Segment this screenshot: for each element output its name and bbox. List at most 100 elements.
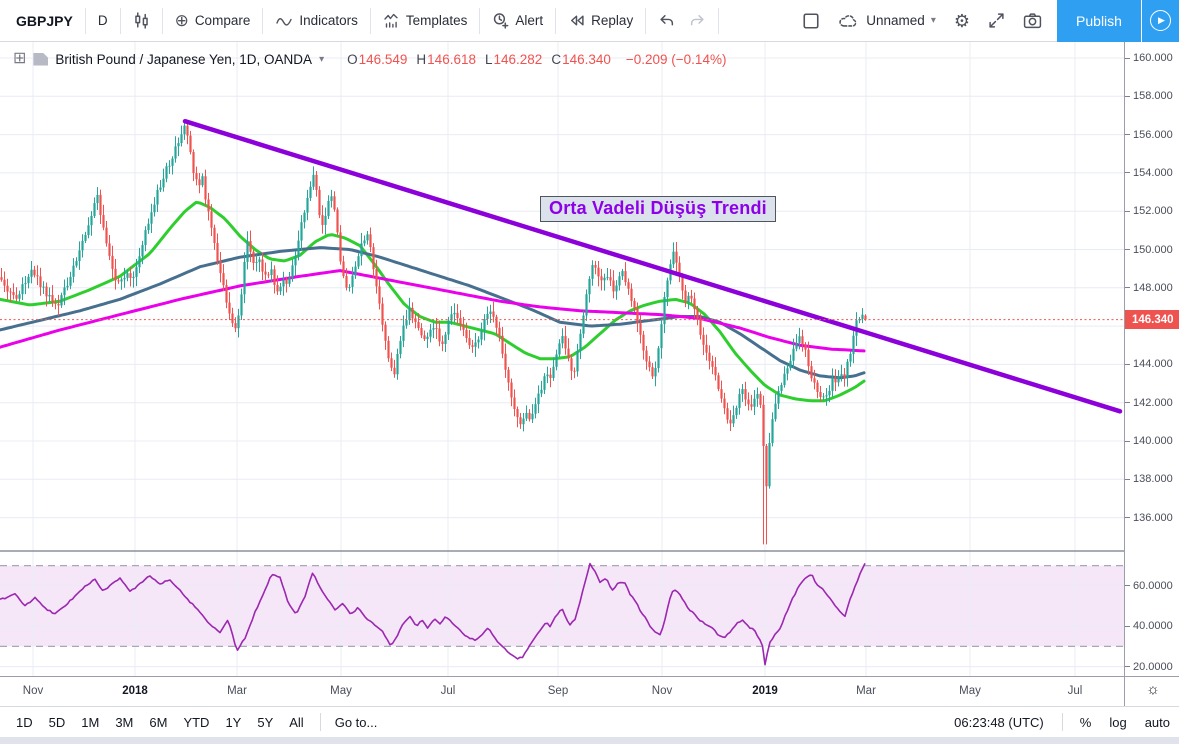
candle-body (861, 314, 864, 320)
candle-body (24, 283, 27, 285)
redo-button[interactable] (687, 0, 718, 42)
replay-button[interactable]: Replay (556, 0, 645, 42)
time-axis-label: May (959, 685, 981, 697)
price-axis[interactable]: 146.340 160.000 158.000 156.000 154.000 152.… (1124, 42, 1179, 676)
candle-body (183, 125, 186, 135)
candle-body (546, 374, 549, 377)
theme-sun-icon[interactable]: ☼ (1146, 681, 1160, 698)
toolbar-divider (369, 7, 371, 34)
candle-body (102, 215, 105, 228)
goto-button[interactable]: Go to... (334, 714, 378, 730)
compare-button[interactable]: ⊕ Compare (163, 0, 263, 42)
candle-body (3, 279, 6, 286)
undo-button[interactable] (646, 0, 687, 42)
candle-body (420, 328, 423, 336)
ohlc-value: 146.549 (358, 51, 408, 67)
candle-body (252, 251, 255, 263)
candle-body (330, 196, 333, 201)
price-axis-label: 144.000 (1133, 358, 1173, 371)
settings-button[interactable]: ⚙ (945, 0, 979, 42)
candle-body (774, 403, 777, 420)
range-button-all[interactable]: All (289, 714, 304, 730)
ohlc-value: 146.618 (427, 51, 476, 67)
candle-body (588, 278, 591, 295)
trendline[interactable] (182, 118, 1123, 414)
trend-annotation-label[interactable]: Orta Vadeli Düşüş Trendi (540, 196, 776, 222)
compare-plus-icon: ⊕ (174, 11, 189, 30)
candle-body (195, 173, 198, 180)
candle-body (792, 348, 795, 361)
candle-body (483, 319, 486, 331)
fullscreen-button[interactable] (979, 0, 1014, 42)
candle-body (255, 262, 258, 264)
candle-body (48, 295, 51, 297)
rsi-line[interactable] (0, 562, 866, 666)
candle-body (186, 125, 189, 136)
percent-scale-button[interactable]: % (1079, 714, 1092, 730)
publish-button[interactable]: Publish (1057, 0, 1141, 42)
candle-body (210, 211, 213, 228)
candle-body (810, 366, 813, 379)
range-button-6m[interactable]: 6M (149, 714, 168, 730)
add-pane-icon[interactable]: ⊞ (13, 50, 27, 67)
candle-body (504, 353, 507, 370)
range-button-1y[interactable]: 1Y (225, 714, 242, 730)
candle-body (534, 404, 537, 414)
layout-button[interactable] (793, 0, 829, 42)
candle-body (312, 174, 315, 187)
indicators-button[interactable]: Indicators (263, 0, 370, 42)
clock-label[interactable]: 06:23:48 (UTC) (954, 714, 1044, 730)
candlestick-icon (134, 12, 148, 29)
candle-body (180, 134, 183, 144)
range-buttons: 1D 5D 1M 3M 6M YTD 1Y 5Y All (0, 715, 312, 730)
candle-body (597, 267, 600, 277)
range-button-3m[interactable]: 3M (115, 714, 134, 730)
ma-fast-line[interactable] (0, 200, 866, 403)
time-axis[interactable]: ☼ Nov 2018 Mar May Jul Sep Nov 2019 Mar May Jul (0, 676, 1179, 707)
ohlc-key: L (484, 51, 493, 67)
range-button-5y[interactable]: 5Y (257, 714, 274, 730)
range-button-ytd[interactable]: YTD (183, 714, 210, 730)
publish-more-button[interactable]: ▶ (1141, 0, 1179, 42)
toolbar-divider (119, 7, 121, 34)
candle-body (126, 273, 129, 278)
templates-button[interactable]: Templates (371, 0, 480, 42)
chevron-down-icon[interactable]: ▾ (319, 53, 325, 65)
auto-scale-button[interactable]: auto (1144, 714, 1170, 730)
ma-slow-line[interactable] (0, 269, 866, 353)
candle-body (378, 286, 381, 304)
redo-icon (691, 14, 704, 26)
symbol-button[interactable]: GBPJPY (16, 12, 73, 29)
snapshot-button[interactable] (1014, 0, 1051, 42)
price-axis-label: 150.000 (1133, 243, 1173, 256)
chart-svg[interactable] (0, 42, 1124, 676)
range-button-5d[interactable]: 5D (48, 714, 66, 730)
alert-button[interactable]: Alert (480, 0, 555, 42)
log-scale-button[interactable]: log (1109, 714, 1127, 730)
candle-body (207, 199, 210, 212)
save-layout-button[interactable]: Unnamed ▾ (829, 0, 945, 42)
time-axis-label: Jul (440, 685, 456, 697)
legend-symbol-title[interactable]: British Pound / Japanese Yen, 1D, OANDA (55, 51, 313, 67)
candle-body (270, 269, 273, 276)
chart-canvas[interactable]: ⊞ British Pound / Japanese Yen, 1D, OAND… (0, 42, 1124, 676)
candle-body (720, 389, 723, 399)
candle-body (801, 336, 804, 345)
interval-button[interactable]: D (97, 13, 108, 28)
candle-body (498, 327, 501, 336)
candle-body (492, 311, 495, 317)
ohlc-value: 146.340 (562, 51, 611, 67)
chart-style-button[interactable] (121, 0, 162, 42)
candle-body (657, 348, 660, 368)
candle-body (390, 358, 393, 368)
candle-body (315, 174, 318, 190)
range-button-1m[interactable]: 1M (81, 714, 100, 730)
candle-body (429, 329, 432, 337)
candle-body (114, 268, 117, 281)
candle-body (789, 360, 792, 369)
candle-body (72, 265, 75, 277)
candle-body (651, 367, 654, 377)
range-button-1d[interactable]: 1D (16, 714, 33, 730)
candle-body (708, 352, 711, 362)
candle-body (27, 276, 30, 284)
